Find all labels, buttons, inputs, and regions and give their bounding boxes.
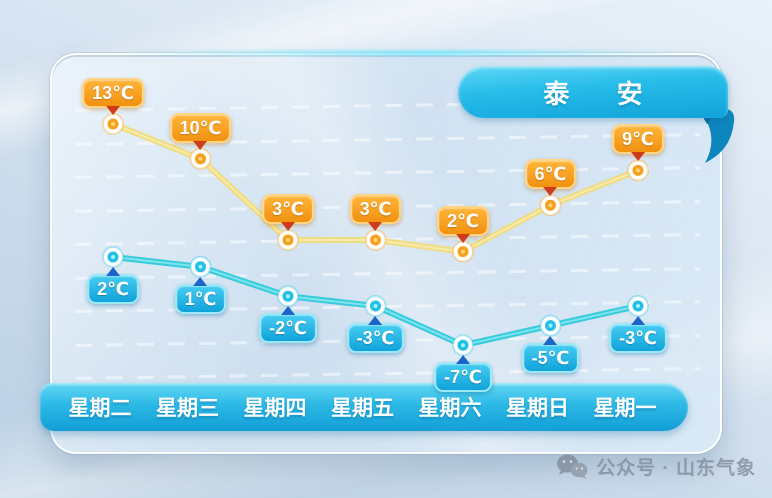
high-temp-badge-0: 13℃	[82, 78, 144, 108]
low-temp-badge-4: -7℃	[434, 362, 492, 393]
weekday-label-3: 星期五	[331, 397, 394, 420]
high-temp-badge-4: 2℃	[437, 205, 489, 236]
high-temp-badge-3: 3℃	[349, 194, 402, 224]
panel-top-glow	[120, 50, 680, 56]
high-temp-badge-1: 10℃	[169, 112, 232, 143]
watermark: 公众号 · 山东气象	[556, 453, 756, 480]
weekday-label-2: 星期四	[243, 397, 307, 420]
low-temp-badge-2: -2℃	[259, 313, 317, 344]
high-temp-badge-2: 3℃	[262, 194, 314, 224]
high-temp-badge-6: 9℃	[612, 124, 664, 155]
wechat-icon	[557, 454, 588, 479]
city-ribbon: 泰 安	[458, 66, 728, 118]
weekday-label-6: 星期一	[593, 397, 657, 420]
weekday-bar	[40, 383, 688, 431]
low-temp-badge-3: -3℃	[346, 323, 405, 353]
weekday-label-4: 星期六	[418, 397, 482, 420]
weekday-label-0: 星期二	[68, 397, 132, 420]
city-title: 泰 安	[543, 78, 663, 109]
low-temp-badge-1: 1℃	[174, 283, 227, 314]
low-temp-badge-6: -3℃	[609, 323, 667, 353]
high-temp-badge-5: 6℃	[524, 159, 577, 190]
low-temp-badge-5: -5℃	[521, 342, 580, 373]
weekday-label-1: 星期三	[156, 397, 219, 420]
low-temp-badge-0: 2℃	[87, 274, 139, 304]
weekday-label-5: 星期日	[506, 397, 569, 420]
watermark-text: 公众号 · 山东气象	[596, 458, 756, 479]
